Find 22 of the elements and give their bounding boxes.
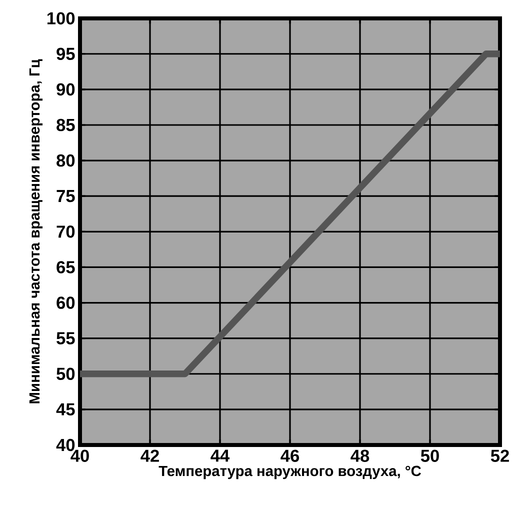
y-tick-label: 85: [56, 118, 75, 132]
y-axis-title: Минимальная частота вращения инвертора, Гц: [29, 59, 43, 404]
x-tick-label: 40: [70, 450, 89, 462]
y-tick-label: 100: [47, 12, 75, 24]
y-tick-label: 40: [56, 438, 75, 452]
x-tick-label: 50: [420, 450, 439, 462]
x-tick-label: 52: [490, 450, 509, 462]
x-axis-title: Температура наружного воздуха, °C: [158, 466, 421, 480]
y-tick-label: 95: [56, 48, 75, 60]
y-tick-label: 70: [56, 226, 75, 238]
y-tick-label: 80: [56, 154, 75, 167]
y-tick-label: 45: [56, 403, 75, 416]
y-tick-label: 50: [56, 368, 75, 380]
x-tick-label: 44: [210, 450, 230, 462]
y-tick-label: 65: [56, 261, 75, 274]
y-tick-label: 60: [56, 296, 75, 309]
y-tick-label: 75: [56, 190, 75, 202]
y-tick-label: 55: [56, 332, 75, 344]
x-tick-label: 42: [140, 450, 159, 462]
x-tick-label: 46: [280, 450, 300, 462]
x-tick-label: 48: [350, 450, 370, 462]
y-tick-label: 90: [56, 83, 75, 96]
